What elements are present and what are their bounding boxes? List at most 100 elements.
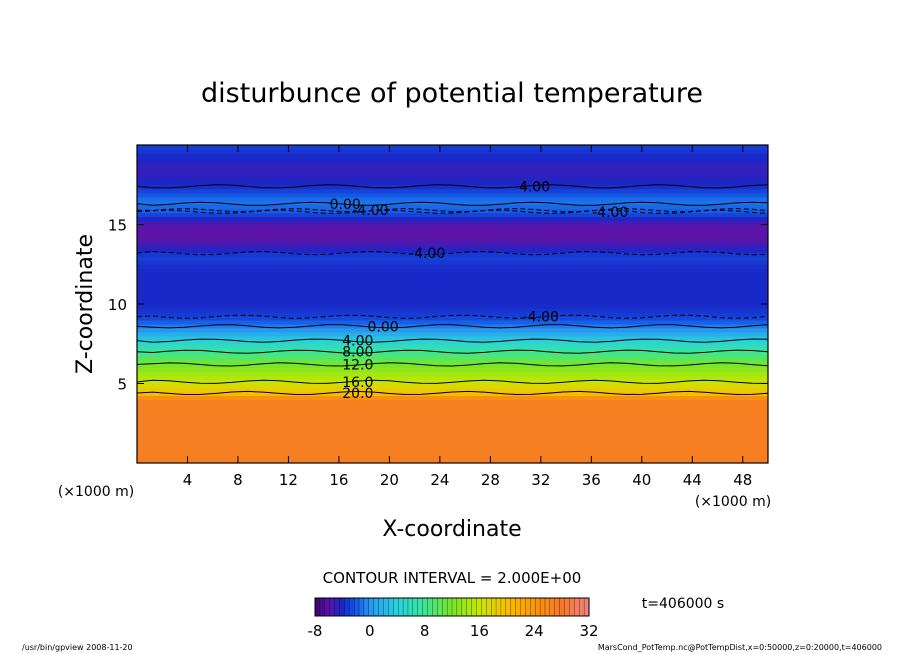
colorbar-bin (402, 597, 409, 617)
colorbar-bin (579, 597, 585, 617)
x-tick-label: 4 (183, 471, 193, 489)
field-band (137, 196, 768, 202)
field-band (137, 311, 768, 317)
colorbar-bin (495, 597, 502, 617)
field-band (137, 451, 768, 456)
colorbar-tick-label: 0 (365, 622, 375, 640)
field-band (137, 168, 768, 174)
field-band (137, 300, 768, 305)
colorbar-bin (471, 597, 478, 617)
field-band (137, 264, 768, 269)
field-band (137, 415, 768, 420)
colorbar-bin (456, 597, 463, 617)
x-tick-label: 48 (733, 471, 752, 489)
field-band (137, 268, 768, 273)
field-band (137, 292, 768, 297)
contour-interval-label: CONTOUR INTERVAL = 2.000E+00 (323, 569, 582, 587)
colorbar-bin (324, 597, 331, 617)
field-band (137, 272, 768, 277)
colorbar-bin (422, 597, 429, 617)
colorbar-bin (554, 597, 561, 617)
colorbar-bin (505, 597, 512, 617)
colorbar-tick-label: -8 (308, 622, 323, 640)
colorbar-bin (486, 597, 492, 617)
field-band (137, 335, 768, 341)
colorbar-bin (461, 597, 468, 617)
x-tick-label: 8 (233, 471, 243, 489)
contour-line (137, 314, 768, 319)
x-tick-label: 36 (582, 471, 601, 489)
y-tick-label: 15 (108, 217, 127, 235)
field-band (137, 315, 768, 321)
colorbar-bin (319, 597, 326, 617)
field-band (137, 256, 768, 261)
colorbar-bin (388, 597, 394, 617)
field-band (137, 276, 768, 281)
colorbar-bin (559, 597, 566, 617)
colorbar-bin (446, 597, 453, 617)
field-band (137, 427, 768, 432)
contour-label: 16.0 (342, 375, 373, 391)
colorbar-bin (574, 597, 580, 617)
field-band (137, 435, 768, 440)
x-axis: 4 8 12 16 20 24 28 32 36 40 44 48 (183, 145, 752, 489)
field-band (137, 307, 768, 313)
field-band (137, 359, 768, 365)
field-band (137, 188, 768, 194)
footer-left: /usr/bin/gpview 2008-11-20 (22, 643, 133, 652)
field-band (137, 224, 768, 230)
colorbar-bin (544, 597, 551, 617)
contour-label: 4.00 (519, 179, 550, 195)
contour-label: -4.00 (523, 310, 559, 326)
x-tick-label: 24 (430, 471, 449, 489)
x-tick-label: 12 (279, 471, 298, 489)
field-band (137, 180, 768, 186)
colorbar-bin (535, 597, 541, 617)
colorbar-bin (378, 597, 385, 617)
field-band (137, 172, 768, 178)
colorbar-tick-label: 16 (470, 622, 489, 640)
field-band (137, 240, 768, 245)
field-band (137, 176, 768, 182)
field-band (137, 148, 768, 154)
field-band (137, 288, 768, 293)
colorbar-bin (549, 597, 556, 617)
field-band (137, 391, 768, 397)
contour-labels: 4.000.00-4.00 -4.00-4.00-4.000.004.008.00… (330, 179, 629, 402)
field-band (137, 447, 768, 452)
contour-label: 0.00 (368, 319, 399, 335)
field-band (137, 184, 768, 190)
colorbar-bin (344, 597, 350, 617)
chart-title: disturbunce of potential temperature (201, 78, 703, 109)
contour-line (137, 349, 768, 354)
x-tick-label: 32 (531, 471, 550, 489)
colorbar-bin (490, 597, 497, 617)
x-tick-label: 44 (683, 471, 702, 489)
contour-line (137, 362, 768, 367)
field-band (137, 355, 768, 361)
colorbar-ticks: -8 0 8 16 24 32 (308, 622, 599, 640)
field-band (137, 367, 768, 373)
colorbar-bin (349, 597, 355, 617)
field-band (137, 280, 768, 285)
contour-line (137, 390, 768, 396)
field-band (137, 343, 768, 349)
field-band (137, 244, 768, 249)
colorbar-bin (530, 597, 536, 617)
x-unit-left: (×1000 m) (58, 484, 134, 500)
x-tick-label: 28 (481, 471, 500, 489)
heatmap-field (137, 145, 768, 463)
y-tick-label: 5 (117, 376, 127, 394)
contour-label: -4.00 (352, 203, 388, 219)
colorbar-bin (329, 597, 336, 617)
colorbar-bin (368, 597, 375, 617)
field-band (137, 327, 768, 333)
field-band (137, 236, 768, 241)
contour-line (137, 201, 768, 206)
field-band (137, 371, 768, 377)
x-axis-label: X-coordinate (382, 517, 521, 542)
colorbar-bin (451, 597, 458, 617)
contour-label: -4.00 (592, 205, 628, 221)
field-band (137, 164, 768, 170)
x-tick-label: 16 (329, 471, 348, 489)
